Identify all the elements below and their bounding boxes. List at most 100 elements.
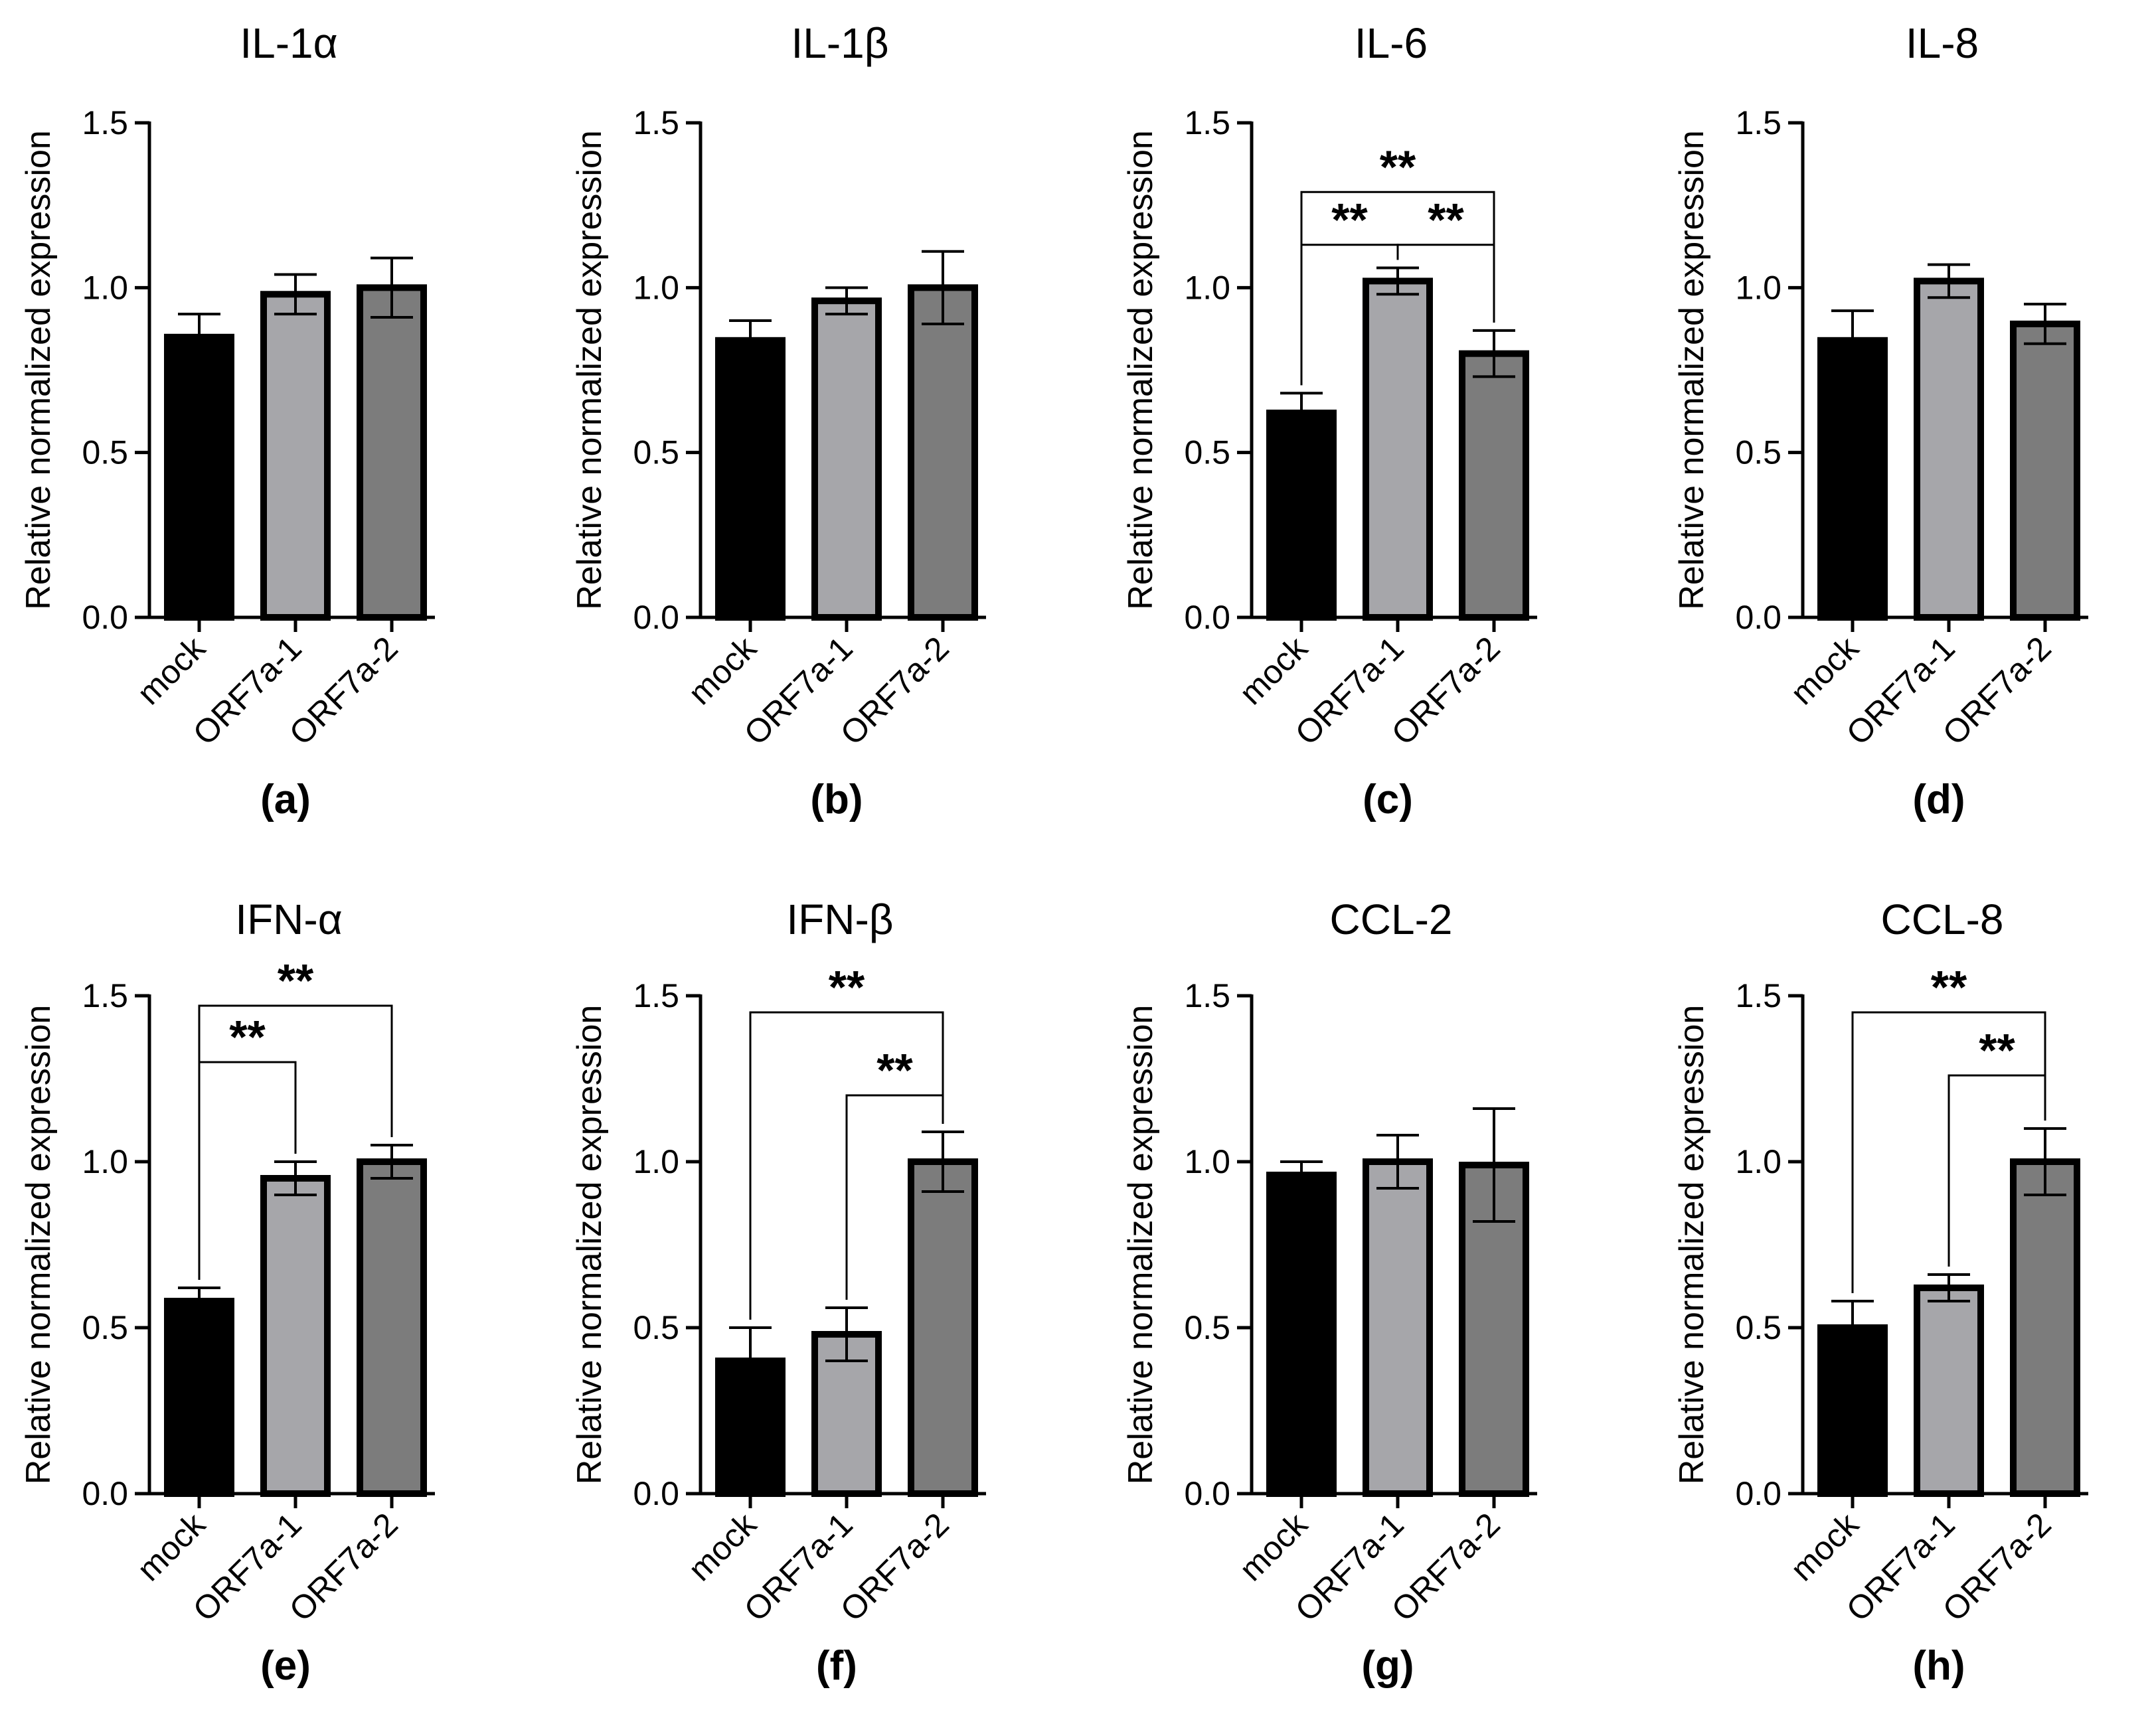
chart-panel-3: IL-6 Relative normalized expression 0.0 0.5… xyxy=(1121,19,1537,822)
error-bar xyxy=(178,1287,220,1316)
error-bar xyxy=(825,286,868,316)
y-tick-label: 1.5 xyxy=(1184,977,1230,1014)
error-bar xyxy=(371,1144,413,1180)
error-bar xyxy=(1376,1134,1419,1190)
chart-panel-1: IL-1α Relative normalized expression 0.0 0.… xyxy=(19,19,435,822)
significance-label: ** xyxy=(1380,141,1416,193)
y-tick-label: 1.0 xyxy=(1735,269,1782,306)
significance-bracket: ** xyxy=(1851,961,2046,1293)
significance-line xyxy=(749,1011,944,1320)
y-tick-label: 0.5 xyxy=(1735,434,1782,471)
error-bar xyxy=(1831,309,1874,372)
panel-label: (a) xyxy=(260,777,311,822)
error-bar xyxy=(2024,1127,2066,1196)
bar-orf7a-1 xyxy=(260,1175,331,1497)
bar-orf7a-1 xyxy=(1363,277,1433,621)
y-tick-label: 1.0 xyxy=(633,1143,679,1180)
y-tick-label: 0.0 xyxy=(82,1475,128,1512)
significance-bracket: ** xyxy=(198,955,393,1280)
y-axis-label: Relative normalized expression xyxy=(1121,130,1160,610)
x-tick-label: mock xyxy=(681,629,764,712)
y-tick-label: 0.5 xyxy=(1184,1309,1230,1346)
bar-mock xyxy=(1266,1172,1337,1497)
bar-mock xyxy=(1817,337,1888,621)
bar-orf7a-2 xyxy=(2010,1158,2080,1497)
panel-label: (h) xyxy=(1912,1643,1965,1689)
y-tick-label: 1.0 xyxy=(633,269,679,306)
y-axis-label: Relative normalized expression xyxy=(570,1005,609,1485)
error-bar xyxy=(1280,1160,1323,1190)
x-tick-label: mock xyxy=(1783,1505,1866,1588)
y-tick-label: 0.5 xyxy=(633,434,679,471)
bar-orf7a-2 xyxy=(908,1158,978,1497)
y-tick-label: 1.5 xyxy=(633,104,679,141)
y-tick-label: 1.5 xyxy=(1184,104,1230,141)
panel-label: (e) xyxy=(260,1643,311,1689)
chart-panel-6: IFN-β Relative normalized expression 0.0 0.… xyxy=(570,896,986,1689)
significance-label: ** xyxy=(1331,194,1368,246)
bar-orf7a-1 xyxy=(1363,1158,1433,1497)
error-bar xyxy=(1831,1300,1874,1356)
y-tick-label: 1.5 xyxy=(1735,104,1782,141)
y-axis-label: Relative normalized expression xyxy=(1121,1005,1160,1485)
bar-orf7a-2 xyxy=(1459,350,1529,621)
chart-title: IL-1α xyxy=(240,19,337,67)
significance-label: ** xyxy=(278,955,314,1006)
chart-title: CCL-2 xyxy=(1330,896,1453,943)
bar-orf7a-2 xyxy=(357,1158,427,1497)
y-tick-label: 1.0 xyxy=(82,269,128,306)
error-bar xyxy=(922,1131,964,1193)
y-tick-label: 0.0 xyxy=(633,599,679,636)
chart-panel-5: IFN-α Relative normalized expression 0.0 0.… xyxy=(19,896,435,1689)
error-bar xyxy=(729,1326,772,1395)
y-tick-label: 0.0 xyxy=(1735,599,1782,636)
significance-label: ** xyxy=(829,961,865,1013)
y-tick-label: 0.5 xyxy=(1184,434,1230,471)
significance-label: ** xyxy=(1931,961,1967,1013)
y-axis-label: Relative normalized expression xyxy=(19,1005,58,1485)
panel-label: (f) xyxy=(816,1643,857,1689)
error-bar xyxy=(1473,1107,1515,1223)
bar-mock xyxy=(715,337,786,621)
bar-mock xyxy=(164,333,234,621)
y-tick-label: 1.0 xyxy=(1184,1143,1230,1180)
bar-orf7a-1 xyxy=(260,291,331,621)
y-tick-label: 0.5 xyxy=(633,1309,679,1346)
error-bar xyxy=(1473,329,1515,378)
bar-mock xyxy=(164,1298,234,1497)
x-tick-label: mock xyxy=(130,1505,213,1588)
bar-orf7a-1 xyxy=(1914,277,1984,621)
x-tick-label: mock xyxy=(1783,629,1866,712)
y-tick-label: 1.0 xyxy=(82,1143,128,1180)
error-bar xyxy=(825,1306,868,1362)
x-tick-label: mock xyxy=(1232,1505,1315,1588)
significance-line xyxy=(1300,191,1495,386)
y-axis-label: Relative normalized expression xyxy=(570,130,609,610)
panel-label: (d) xyxy=(1912,777,1965,822)
chart-title: IFN-β xyxy=(786,896,893,943)
chart-panel-8: CCL-8 Relative normalized expression 0.0 0.… xyxy=(1673,896,2088,1689)
error-bar xyxy=(922,250,964,325)
significance-line xyxy=(1851,1011,2046,1293)
y-tick-label: 0.0 xyxy=(1184,599,1230,636)
y-tick-label: 1.5 xyxy=(1735,977,1782,1014)
error-bar xyxy=(178,313,220,362)
error-bar xyxy=(1928,263,1970,299)
y-tick-label: 1.5 xyxy=(82,104,128,141)
panel-label: (c) xyxy=(1363,777,1413,822)
x-tick-label: mock xyxy=(681,1505,764,1588)
y-tick-label: 0.0 xyxy=(1735,1475,1782,1512)
y-tick-label: 0.5 xyxy=(82,1309,128,1346)
bar-orf7a-2 xyxy=(908,284,978,621)
error-bar xyxy=(274,273,317,316)
y-tick-label: 0.0 xyxy=(82,599,128,636)
panel-label: (b) xyxy=(810,777,863,822)
y-axis-label: Relative normalized expression xyxy=(19,130,58,610)
significance-label: ** xyxy=(229,1011,266,1063)
error-bar xyxy=(1376,266,1419,296)
significance-label: ** xyxy=(876,1044,913,1096)
chart-title: IL-8 xyxy=(1906,19,1979,67)
y-axis-label: Relative normalized expression xyxy=(1673,130,1711,610)
error-bar xyxy=(1928,1273,1970,1302)
